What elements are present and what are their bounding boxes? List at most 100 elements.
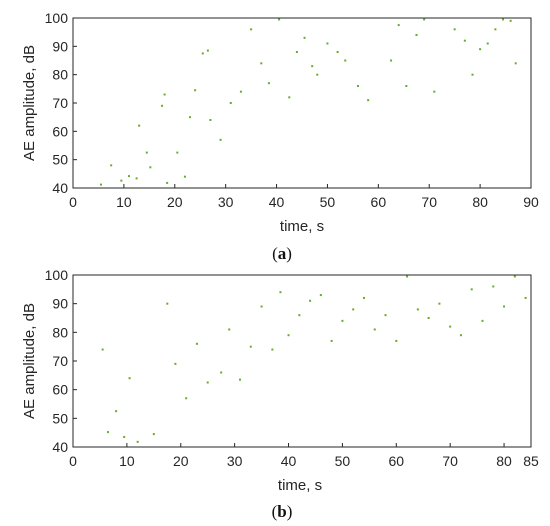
x-tick-label: 80: [472, 194, 488, 210]
scatter-point: [161, 104, 164, 107]
x-tick-label: 70: [442, 453, 458, 469]
scatter-point: [128, 377, 131, 380]
y-tick-label: 90: [52, 296, 68, 312]
x-tick-label: 70: [421, 194, 437, 210]
scatter-point: [352, 308, 355, 311]
scatter-point: [136, 440, 139, 443]
scatter-point: [228, 328, 231, 331]
scatter-point: [149, 166, 152, 169]
scatter-point: [107, 431, 110, 434]
x-axis-label-b: time, s: [278, 477, 322, 494]
plot-area-a: [72, 17, 532, 189]
scatter-point: [166, 181, 169, 184]
y-tick-label: 50: [52, 152, 68, 168]
y-tick-label: 70: [52, 95, 68, 111]
x-tick-label: 10: [116, 194, 132, 210]
chart-panel-a: 0 10 20 30 40 50 60 70 80 90 40 50 60 70 80 90 100 time,…: [21, 10, 539, 263]
scatter-point: [260, 62, 263, 65]
scatter-point: [486, 42, 489, 45]
scatter-point: [459, 334, 462, 337]
scatter-point: [185, 397, 188, 400]
scatter-point: [303, 36, 306, 39]
scatter-point: [433, 90, 436, 93]
scatter-point: [341, 319, 344, 322]
y-tick-label: 100: [45, 267, 69, 283]
scatter-point: [311, 65, 314, 68]
x-tick-label: 85: [523, 453, 539, 469]
scatter-point: [163, 93, 166, 96]
scatter-point: [195, 342, 198, 345]
y-tick-label: 40: [52, 439, 68, 455]
scatter-point: [287, 334, 290, 337]
scatter-point: [201, 52, 204, 55]
scatter-point: [514, 62, 517, 65]
x-tick-label: 0: [69, 194, 77, 210]
scatter-point: [267, 82, 270, 85]
scatter-point: [138, 124, 141, 127]
scatter-point: [336, 51, 339, 53]
scatter-point: [99, 183, 102, 186]
x-tick-label: 40: [281, 453, 297, 469]
scatter-point: [288, 96, 291, 99]
scatter-point: [449, 325, 452, 328]
x-tick-label: 30: [218, 194, 234, 210]
y-tick-label: 80: [52, 67, 68, 83]
x-tick-label: 60: [389, 453, 405, 469]
scatter-point: [239, 378, 242, 381]
caption-letter-a: a: [278, 244, 287, 263]
y-tick-label: 60: [52, 382, 68, 398]
scatter-point: [135, 177, 138, 180]
scatter-point: [397, 24, 400, 27]
scatter-point: [206, 49, 209, 52]
axis-ticks-b: 0 10 20 30 40 50 60 70 80 85 40 50 60 70 80 90 100: [45, 267, 539, 469]
scatter-point: [239, 90, 242, 93]
scatter-point: [229, 102, 232, 104]
scatter-point: [438, 302, 441, 305]
scatter-point: [453, 28, 456, 31]
x-tick-label: 50: [335, 453, 351, 469]
scatter-point: [209, 119, 212, 121]
scatter-point: [479, 48, 482, 51]
x-tick-label: 20: [167, 194, 183, 210]
scatter-point: [120, 179, 123, 182]
scatter-point: [423, 18, 426, 21]
x-tick-label: 0: [69, 453, 77, 469]
scatter-point: [416, 308, 419, 311]
scatter-point: [279, 291, 282, 294]
chart-panel-b: 0 10 20 30 40 50 60 70 80 85 40 50 60 70 80 90 100 time,…: [21, 267, 539, 521]
scatter-point: [176, 151, 179, 154]
x-axis-label-a: time, s: [280, 218, 324, 235]
scatter-point: [503, 305, 506, 308]
y-tick-label: 60: [52, 123, 68, 139]
scatter-point: [219, 138, 222, 141]
scatter-point: [326, 42, 329, 45]
scatter-point: [384, 314, 387, 317]
scatter-point: [152, 433, 155, 436]
axis-ticks-a: 0 10 20 30 40 50 60 70 80 90 40 50 60 70 80 90 100: [45, 10, 539, 210]
scatter-point: [362, 296, 365, 299]
scatter-point: [463, 39, 466, 42]
scatter-point: [295, 51, 298, 53]
scatter-point: [390, 59, 393, 62]
scatter-point: [502, 18, 505, 21]
scatter-point: [110, 164, 113, 167]
scatter-point: [174, 362, 177, 365]
scatter-point: [481, 319, 484, 322]
scatter-point: [220, 371, 223, 374]
scatter-point: [367, 99, 370, 102]
scatter-point: [260, 305, 263, 308]
scatter-point: [513, 275, 516, 278]
caption-b: (b): [272, 502, 293, 521]
scatter-point: [344, 59, 347, 62]
scatter-point: [427, 317, 430, 319]
scatter-point: [183, 175, 186, 178]
scatter-point: [330, 339, 333, 342]
scatter-point: [127, 175, 130, 178]
scatter-point: [509, 19, 512, 22]
scatter-point: [115, 410, 118, 413]
scatter-point: [395, 339, 398, 342]
scatter-point: [309, 299, 312, 302]
scatter-point: [271, 348, 274, 351]
y-axis-label-a: AE amplitude, dB: [21, 45, 38, 161]
caption-a: (a): [272, 244, 292, 263]
